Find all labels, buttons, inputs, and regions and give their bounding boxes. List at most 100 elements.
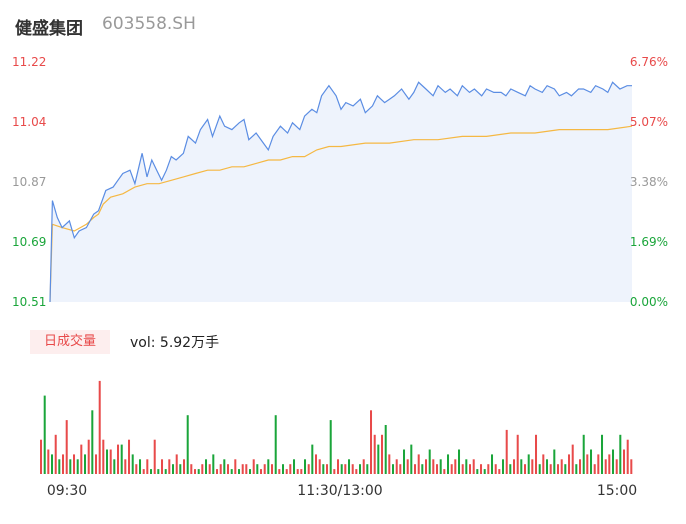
volume-bar [183,459,186,474]
volume-bar [329,420,332,474]
volume-bar [142,469,145,474]
volume-bar [527,454,530,474]
volume-bar [161,459,164,474]
volume-bar [139,459,142,474]
volume-bar [54,434,57,474]
volume-bar [289,464,292,474]
volume-bar [498,469,501,474]
volume-bar [267,459,270,474]
volume-bar [553,449,556,474]
volume-bar [219,464,222,474]
volume-bar [208,464,211,474]
y-tick-left: 10.51 [12,295,46,309]
volume-bar [271,464,274,474]
volume-bar [194,469,197,474]
volume-bar [307,464,310,474]
x-tick-label: 09:30 [47,483,87,499]
y-tick-left: 10.87 [12,175,46,189]
volume-bar [51,454,54,474]
volume-bar [480,464,483,474]
volume-bar [175,454,178,474]
volume-bar [601,434,604,474]
volume-bar [458,449,461,474]
volume-bar [549,464,552,474]
volume-bar [472,459,475,474]
volume-bar [106,449,109,474]
y-tick-right: 6.76% [630,55,668,69]
volume-bar [443,469,446,474]
volume-bar [538,464,541,474]
volume-bar [436,464,439,474]
volume-bar [304,459,307,474]
volume-bar [227,464,230,474]
volume-bar [238,469,241,474]
volume-bar [590,449,593,474]
volume-bar [47,449,50,474]
volume-bar [293,459,296,474]
volume-bar [509,464,512,474]
volume-bar [135,464,138,474]
volume-bar [571,444,574,474]
volume-bar [87,439,90,474]
volume-bar [568,454,571,474]
volume-bar [256,464,259,474]
volume-bar [542,454,545,474]
volume-bar [487,464,490,474]
volume-bar [172,464,175,474]
volume-bar [201,464,204,474]
volume-bar [76,459,79,474]
stock-name: 健盛集团 [15,19,83,39]
volume-bar [296,469,299,474]
price-line [49,81,632,303]
volume-bar [98,380,101,474]
volume-bar [260,469,263,474]
average-price-line [49,125,633,303]
volume-bar [465,459,468,474]
volume-bar [447,454,450,474]
volume-bar [102,439,105,474]
volume-bar [597,454,600,474]
volume-bar [384,425,387,474]
volume-bar [414,464,417,474]
volume-bar [234,459,237,474]
volume-bar [432,459,435,474]
volume-bar [84,454,87,474]
volume-bar [516,434,519,474]
volume-tab[interactable]: 日成交量 [30,330,110,354]
volume-bar [65,420,68,474]
volume-bar [216,469,219,474]
volume-bar [560,459,563,474]
y-tick-right: 1.69% [630,235,668,249]
volume-bar [425,459,428,474]
volume-bar [197,469,200,474]
volume-bar [69,459,72,474]
volume-bar [615,459,618,474]
volume-bar [131,454,134,474]
volume-bar [476,469,479,474]
volume-bar [564,464,567,474]
volume-bar [626,439,629,474]
volume-bar [285,469,288,474]
volume-bar [546,459,549,474]
volume-bar [157,469,160,474]
volume-bar [322,464,325,474]
volume-bar [62,454,65,474]
volume-bar [469,464,472,474]
volume-bar [337,459,340,474]
volume-bar [395,459,398,474]
volume-bar [315,454,318,474]
volume-bar [491,454,494,474]
volume-bar [362,459,365,474]
volume-bar [282,464,285,474]
volume-bar [179,464,182,474]
volume-bar [109,449,112,474]
y-tick-left: 11.04 [12,115,46,129]
volume-bar [95,454,98,474]
volume-bar [117,444,120,474]
x-tick-label: 15:00 [597,483,637,499]
volume-bar [318,459,321,474]
volume-bar [249,469,252,474]
volume-bar [252,459,255,474]
volume-bar [406,459,409,474]
